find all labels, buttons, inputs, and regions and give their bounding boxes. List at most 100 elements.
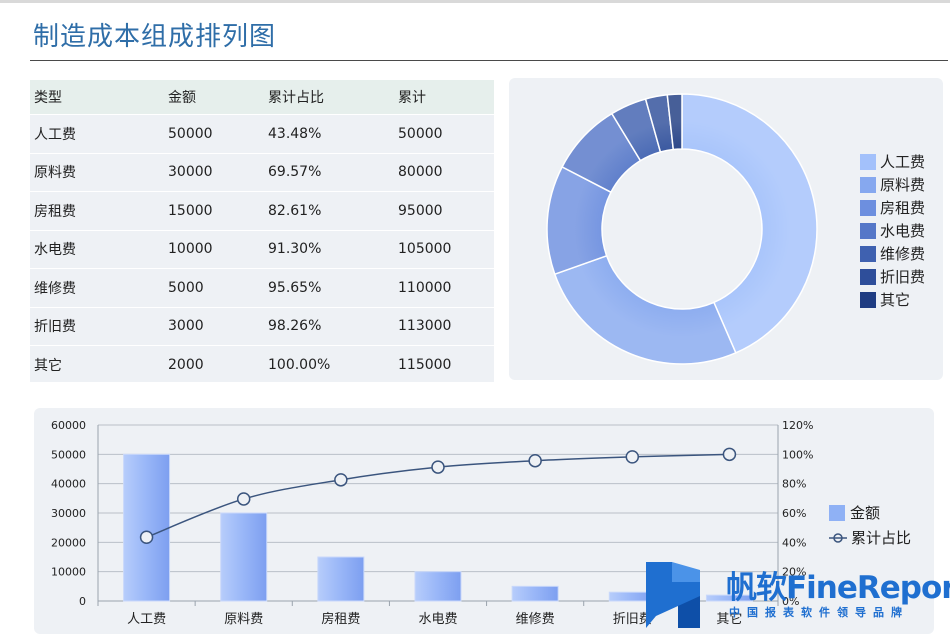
donut-chart-panel: 人工费原料费房租费水电费维修费折旧费其它	[509, 78, 943, 380]
y2-tick-label: 120%	[782, 419, 813, 432]
cell-cum: 115000	[394, 345, 494, 385]
finereport-logo-icon	[646, 562, 700, 628]
cell-cum-ratio: 100.00%	[264, 345, 394, 385]
legend-item-cum-ratio: 累计占比	[829, 525, 911, 550]
table-row: 折旧费 3000 98.26% 113000	[30, 307, 494, 346]
donut-legend-label: 其它	[880, 291, 911, 309]
table-row: 其它 2000 100.00% 115000	[30, 345, 494, 385]
legend-label-amount: 金额	[850, 504, 881, 522]
donut-chart	[546, 93, 818, 365]
x-tick-label: 人工费	[127, 612, 166, 627]
donut-legend-item: 维修费	[860, 242, 925, 265]
y-tick-label: 50000	[51, 448, 86, 461]
donut-legend-label: 原料费	[880, 176, 926, 194]
donut-shade	[547, 94, 817, 364]
cell-amount: 3000	[164, 307, 264, 346]
table-row: 房租费 15000 82.61% 95000	[30, 191, 494, 231]
cell-amount: 5000	[164, 268, 264, 308]
table-row: 人工费 50000 43.48% 50000	[30, 114, 494, 154]
logo-brand-text: 帆软FineReport	[726, 570, 950, 606]
donut-legend-swatch	[860, 222, 876, 239]
title-divider	[30, 60, 948, 61]
donut-legend-label: 维修费	[880, 245, 926, 263]
donut-legend-swatch	[860, 176, 876, 193]
cell-type: 维修费	[30, 268, 164, 308]
y-tick-label: 60000	[51, 419, 86, 432]
cell-cum-ratio: 95.65%	[264, 268, 394, 308]
donut-legend-item: 水电费	[860, 219, 925, 242]
legend-line-marker-icon	[829, 532, 847, 543]
donut-legend-item: 折旧费	[860, 265, 925, 288]
cell-amount: 2000	[164, 345, 264, 385]
bar	[317, 556, 365, 602]
donut-legend-swatch	[860, 291, 876, 308]
cell-cum: 105000	[394, 230, 494, 269]
top-border	[0, 0, 950, 3]
cell-cum-ratio: 82.61%	[264, 191, 394, 231]
bar	[511, 585, 559, 602]
y-tick-label: 0	[79, 595, 86, 608]
cum-ratio-point	[528, 453, 542, 468]
header-cum-ratio: 累计占比	[264, 80, 394, 115]
header-type: 类型	[30, 80, 164, 115]
y2-tick-label: 80%	[782, 478, 806, 491]
bar	[123, 453, 171, 602]
y-tick-label: 30000	[51, 507, 86, 520]
donut-legend-label: 水电费	[880, 222, 926, 240]
donut-legend-label: 房租费	[880, 199, 926, 217]
x-tick-label: 原料费	[224, 612, 263, 627]
y-tick-label: 40000	[51, 478, 86, 491]
table-header-row: 类型 金额 累计占比 累计	[30, 80, 494, 115]
pareto-chart-panel: 0 10000 20000 30000 40000 50000 60000 0% 20% 40% 6…	[34, 408, 934, 634]
cum-ratio-point	[236, 492, 251, 506]
donut-legend-swatch	[860, 153, 876, 170]
finereport-logo: 帆软FineReport 中国报表软件领导品牌	[642, 556, 950, 630]
donut-legend-label: 人工费	[880, 153, 926, 171]
cell-cum: 80000	[394, 153, 494, 192]
header-cum: 累计	[394, 80, 494, 115]
cost-table: 类型 金额 累计占比 累计 人工费 50000 43.48% 50000 原料费…	[30, 80, 494, 385]
cost-table-panel: 类型 金额 累计占比 累计 人工费 50000 43.48% 50000 原料费…	[30, 80, 494, 385]
bar	[414, 571, 462, 602]
pareto-chart: 0 10000 20000 30000 40000 50000 60000 0% 20% 40% 6…	[51, 419, 813, 627]
cum-ratio-point	[334, 473, 348, 487]
cell-type: 其它	[30, 345, 164, 385]
cell-cum-ratio: 98.26%	[264, 307, 394, 346]
y-tick-label: 10000	[51, 566, 86, 579]
pareto-legend: 金额 累计占比	[829, 500, 911, 550]
donut-legend-swatch	[860, 268, 876, 285]
page-title: 制造成本组成排列图	[33, 22, 277, 52]
legend-item-amount: 金额	[829, 500, 911, 525]
donut-legend-item: 房租费	[860, 196, 925, 219]
x-tick-label: 维修费	[516, 612, 555, 627]
cum-ratio-point	[625, 450, 640, 464]
cell-cum: 113000	[394, 307, 494, 346]
cell-cum-ratio: 43.48%	[264, 114, 394, 154]
cum-ratio-point	[431, 460, 445, 474]
donut-legend: 人工费原料费房租费水电费维修费折旧费其它	[860, 150, 925, 311]
y2-tick-label: 60%	[782, 507, 806, 520]
cum-ratio-point	[722, 447, 737, 462]
x-tick-label: 房租费	[321, 611, 360, 627]
cell-cum-ratio: 69.57%	[264, 153, 394, 192]
table-row: 水电费 10000 91.30% 105000	[30, 230, 494, 269]
bar	[220, 512, 268, 602]
y2-tick-label: 100%	[782, 448, 813, 461]
x-tick-label: 其它	[716, 611, 742, 627]
table-row: 原料费 30000 69.57% 80000	[30, 153, 494, 192]
cum-ratio-point	[139, 530, 154, 544]
y-tick-label: 20000	[51, 536, 86, 549]
donut-legend-item: 原料费	[860, 173, 925, 196]
cell-cum: 50000	[394, 114, 494, 154]
cell-type: 人工费	[30, 114, 164, 154]
cell-type: 折旧费	[30, 307, 164, 346]
cell-cum: 110000	[394, 268, 494, 308]
legend-label-cum-ratio: 累计占比	[851, 529, 912, 547]
cell-amount: 30000	[164, 153, 264, 192]
bar	[705, 594, 753, 602]
x-tick-label: 水电费	[418, 612, 457, 627]
cell-amount: 15000	[164, 191, 264, 231]
cell-type: 原料费	[30, 153, 164, 192]
y2-tick-label: 0%	[782, 595, 799, 608]
legend-swatch-amount	[829, 504, 845, 521]
